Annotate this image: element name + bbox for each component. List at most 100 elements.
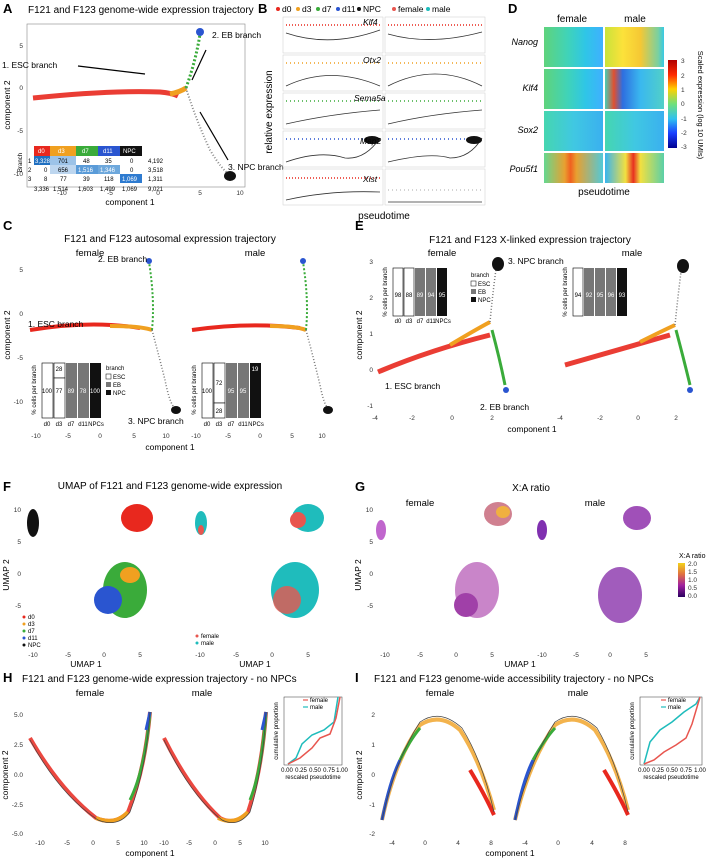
- panel-a-table-row1-d11: 35: [105, 159, 112, 165]
- panel-i-xtick: 8: [623, 840, 627, 847]
- panel-c-female-bar-d7: 89: [68, 389, 75, 395]
- panel-a-table-total-d3: 1,514: [53, 187, 69, 193]
- panel-a-table-header-d7-cell: [76, 146, 98, 156]
- panel-e-ylabel: component 2: [354, 310, 364, 359]
- panel-b-legend-d0: d0: [282, 4, 292, 14]
- panel-b-gene-sema5a: Sema5a: [354, 93, 386, 103]
- panel-a-ytick: -5: [17, 128, 23, 135]
- panel-h-xtick: 0: [213, 840, 217, 847]
- panel-g-colorbar-title: X:A ratio: [679, 553, 706, 560]
- panel-e-male-value-d7: 95: [597, 293, 604, 299]
- panel-a-table-total-d11: 1,499: [100, 187, 116, 193]
- panel-h-subtitle-male: male: [192, 688, 213, 699]
- panel-a-table-row2-d7: 1,516: [78, 168, 94, 174]
- panel-a-table-col-d7: d7: [82, 149, 89, 155]
- panel-a-esc-branch-label: 1. ESC branch: [2, 60, 58, 70]
- panel-e-subtitle-male: male: [622, 248, 643, 259]
- panel-b-gene-klf4: Klf4: [363, 17, 378, 27]
- panel-a-table-col-npc: NPC: [123, 149, 136, 155]
- panel-c-female-trajectory: [29, 258, 181, 414]
- panel-h-cdf-ylabel: cumulative proportion: [274, 702, 280, 759]
- panel-f-xtick: -10: [28, 652, 38, 659]
- panel-c-female-inset-x-d11: d11: [78, 422, 88, 428]
- panel-a-table-row1-branch: 1: [28, 159, 32, 165]
- panel-c-male-inset-x-npcs: NPCs: [248, 422, 264, 428]
- panel-a-npc-branch-label: 3. NPC branch: [228, 162, 284, 172]
- panel-h-xlabel: component 1: [125, 848, 174, 858]
- panel-e-npc-branch-label: 3. NPC branch: [508, 256, 564, 266]
- panel-e-female-value-d3: 88: [406, 293, 413, 299]
- panel-f-ytick: 0: [17, 571, 21, 578]
- panel-a-table-row2-total: 3,518: [148, 168, 164, 174]
- panel-g-subtitle-male: male: [585, 498, 606, 509]
- panel-a-table-row1-d0: 3,328: [35, 159, 51, 165]
- panel-e-xtick: -4: [372, 415, 378, 422]
- panel-c-xtick: 5: [290, 433, 294, 440]
- panel-e-label: E: [355, 218, 364, 233]
- panel-c-ytick: 5: [19, 267, 23, 274]
- panel-e-female-value-d11: 94: [428, 293, 435, 299]
- panel-h-xtick: 0: [91, 840, 95, 847]
- panel-e-male-trajectory: [564, 259, 693, 393]
- panel-a-xtick: 10: [236, 190, 244, 197]
- panel-h-subtitle-female: female: [76, 688, 105, 699]
- panel-c-legend-title: branch: [106, 366, 124, 372]
- panel-a-table-row2-d0: 0: [44, 168, 48, 174]
- panel-i-xtick: 4: [590, 840, 594, 847]
- panel-h-cdf: [283, 696, 343, 766]
- panel-h-cdf-legend-female: female: [310, 698, 329, 704]
- panel-h-xtick: 10: [140, 840, 148, 847]
- panel-h-ytick: 5.0: [14, 712, 23, 719]
- panel-c-male-bar-d0: 100: [202, 389, 213, 395]
- panel-g-cb-tick: 1.0: [688, 577, 697, 584]
- panel-f-legend-d3: d3: [28, 622, 35, 628]
- panel-g-cb-tick: 0.5: [688, 585, 697, 592]
- panel-d-cb-tick: 2: [681, 73, 685, 80]
- panel-e-ytick: 2: [369, 295, 373, 302]
- panel-c-female-bar-d3: 77: [56, 389, 63, 395]
- panel-a-ytick: 5: [19, 43, 23, 50]
- panel-a-table-row2-d11: 1,346: [100, 168, 116, 174]
- panel-e-female-value-d7: 89: [417, 293, 424, 299]
- panel-a-table-total-d0: 3,336: [34, 187, 50, 193]
- panel-a-table-row1-d3: 701: [58, 159, 69, 165]
- panel-f-legend-d11: d11: [28, 636, 38, 642]
- panel-b-legend-d7: d7: [322, 4, 332, 14]
- panel-e-esc-branch-label: 1. ESC branch: [385, 381, 441, 391]
- panel-d-cb-tick: -2: [681, 130, 687, 137]
- panel-c-female-inset-x-d3: d3: [56, 422, 63, 428]
- panel-c-ytick: 0: [19, 311, 23, 318]
- panel-c-female-inset-ylabel: % cells per branch: [32, 365, 38, 414]
- panel-e-xlabel: component 1: [507, 424, 556, 434]
- panel-c-subtitle-male: male: [245, 248, 266, 259]
- panel-g-ytick: 0: [369, 571, 373, 578]
- panel-h-xtick: 5: [116, 840, 120, 847]
- panel-c-legend: branch ESC EB NPC: [105, 366, 126, 397]
- panel-d-heatmap: [544, 27, 664, 183]
- panel-h-cdf-tick: 0.50: [309, 768, 321, 774]
- panel-h-xtick: 5: [238, 840, 242, 847]
- panel-g-subtitle-female: female: [406, 498, 435, 509]
- panel-c-male-bar-d3-bottom: 28: [216, 409, 223, 415]
- panel-i-label: I: [355, 670, 359, 685]
- panel-g-xtick: -5: [573, 652, 579, 659]
- panel-i-cdf-tick: 0.50: [666, 768, 678, 774]
- panel-e-female-inset-ylabel: % cells per branch: [383, 267, 389, 316]
- panel-f-legend-sex: female male: [195, 634, 220, 647]
- panel-d-cb-tick: -1: [681, 116, 687, 123]
- panel-a-table-row3-npc: 1,069: [122, 177, 138, 183]
- panel-f-legend-npc: NPC: [28, 643, 41, 649]
- panel-a-trajectory: [32, 28, 236, 181]
- panel-i-ytick: 2: [371, 712, 375, 719]
- panel-c-female-bar-npc: 100: [90, 389, 101, 395]
- panel-g-xlabel: UMAP 1: [504, 659, 536, 669]
- panel-d-gene-klf4: Klf4: [522, 83, 538, 93]
- panel-f-legend-d7: d7: [28, 629, 35, 635]
- panel-a-table-header-npc-cell: [120, 146, 142, 156]
- panel-i-xtick: -4: [522, 840, 528, 847]
- panel-c-female-inset: 100 77 28 89 78 100 d0 d3 d7 d11 NPCs % …: [32, 362, 104, 428]
- panel-g-xtick: 0: [608, 652, 612, 659]
- panel-e-female-inset: 98 88 89 94 95 d0 d3 d7 d11 NPCs % cells…: [383, 267, 451, 325]
- panel-b-label: B: [258, 1, 267, 16]
- panel-a-xlabel: component 1: [105, 197, 154, 207]
